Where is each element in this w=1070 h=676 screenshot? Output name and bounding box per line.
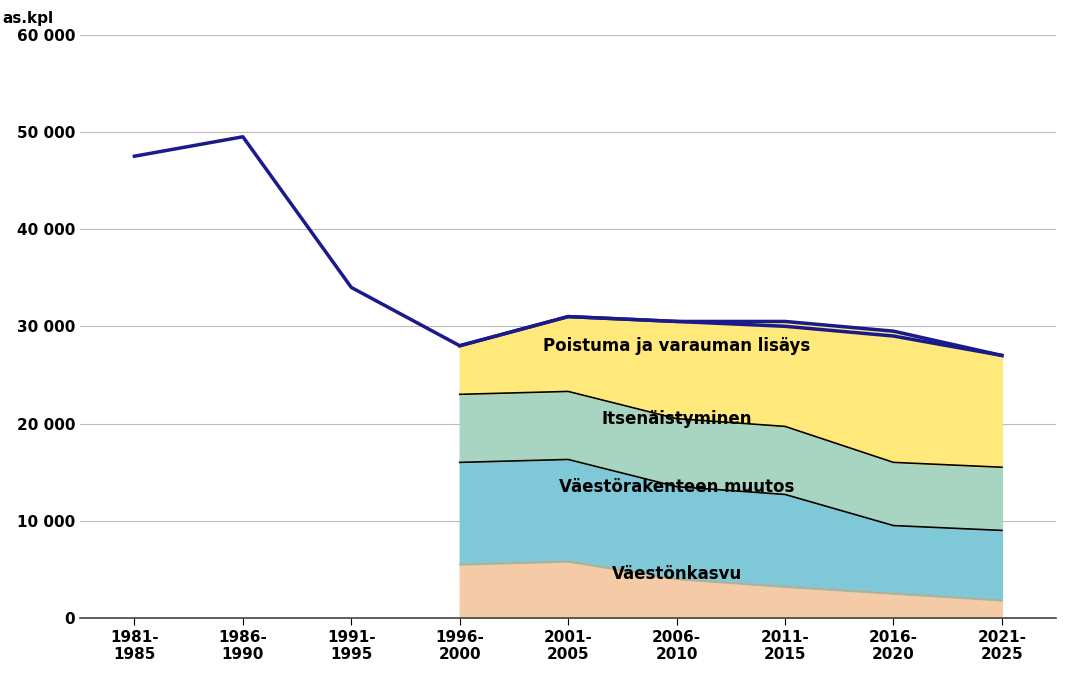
Text: Väestönkasvu: Väestönkasvu xyxy=(611,565,742,583)
Text: Väestörakenteen muutos: Väestörakenteen muutos xyxy=(559,478,794,496)
Text: as.kpl: as.kpl xyxy=(2,11,54,26)
Text: Poistuma ja varauman lisäys: Poistuma ja varauman lisäys xyxy=(542,337,810,355)
Text: Itsenäistyminen: Itsenäistyminen xyxy=(601,410,752,428)
